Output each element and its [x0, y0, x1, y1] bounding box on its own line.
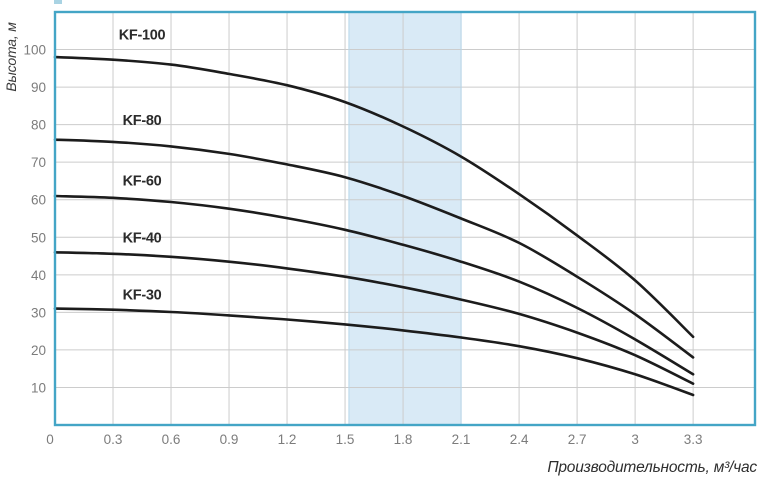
y-tick-label: 90 [31, 80, 46, 95]
curve-KF-80 [53, 138, 695, 359]
x-tick-label: 3.3 [684, 432, 703, 447]
x-tick-label: 1.8 [394, 432, 413, 447]
curve-KF-100 [53, 55, 695, 339]
series-label-KF-40: KF-40 [123, 231, 162, 247]
y-tick-label: 40 [31, 268, 46, 283]
series-label-KF-60: KF-60 [123, 174, 162, 190]
curve-KF-40 [53, 251, 695, 385]
curve-KF-60 [53, 194, 695, 376]
x-tick-label: 0 [46, 432, 54, 447]
x-tick-label: 0.3 [104, 432, 123, 447]
y-tick-label: 50 [31, 230, 46, 245]
curve-KF-30 [53, 307, 695, 397]
x-tick-label: 1.2 [278, 432, 297, 447]
x-tick-label: 3 [631, 432, 639, 447]
y-tick-label: 60 [31, 193, 46, 208]
x-tick-label: 1.5 [336, 432, 355, 447]
series-label-KF-80: KF-80 [123, 113, 162, 129]
x-tick-label: 0.6 [162, 432, 181, 447]
x-tick-label: 2.4 [510, 432, 529, 447]
series-label-KF-30: KF-30 [123, 288, 162, 304]
y-tick-label: 80 [31, 118, 46, 133]
top-edge-artifact [54, 0, 62, 4]
x-axis-title: Производительность, м³/час [547, 459, 757, 476]
x-tick-label: 0.9 [220, 432, 239, 447]
duty-range-band [348, 12, 462, 425]
y-tick-label: 20 [31, 343, 46, 358]
y-tick-label: 70 [31, 155, 46, 170]
series-label-KF-100: KF-100 [119, 28, 166, 44]
y-axis-title: Высота, м [3, 22, 19, 92]
y-tick-label: 100 [23, 43, 46, 58]
y-tick-label: 10 [31, 380, 46, 395]
x-tick-label: 2.1 [452, 432, 471, 447]
x-tick-label: 2.7 [568, 432, 587, 447]
plot-border [53, 10, 757, 427]
y-tick-label: 30 [31, 305, 46, 320]
